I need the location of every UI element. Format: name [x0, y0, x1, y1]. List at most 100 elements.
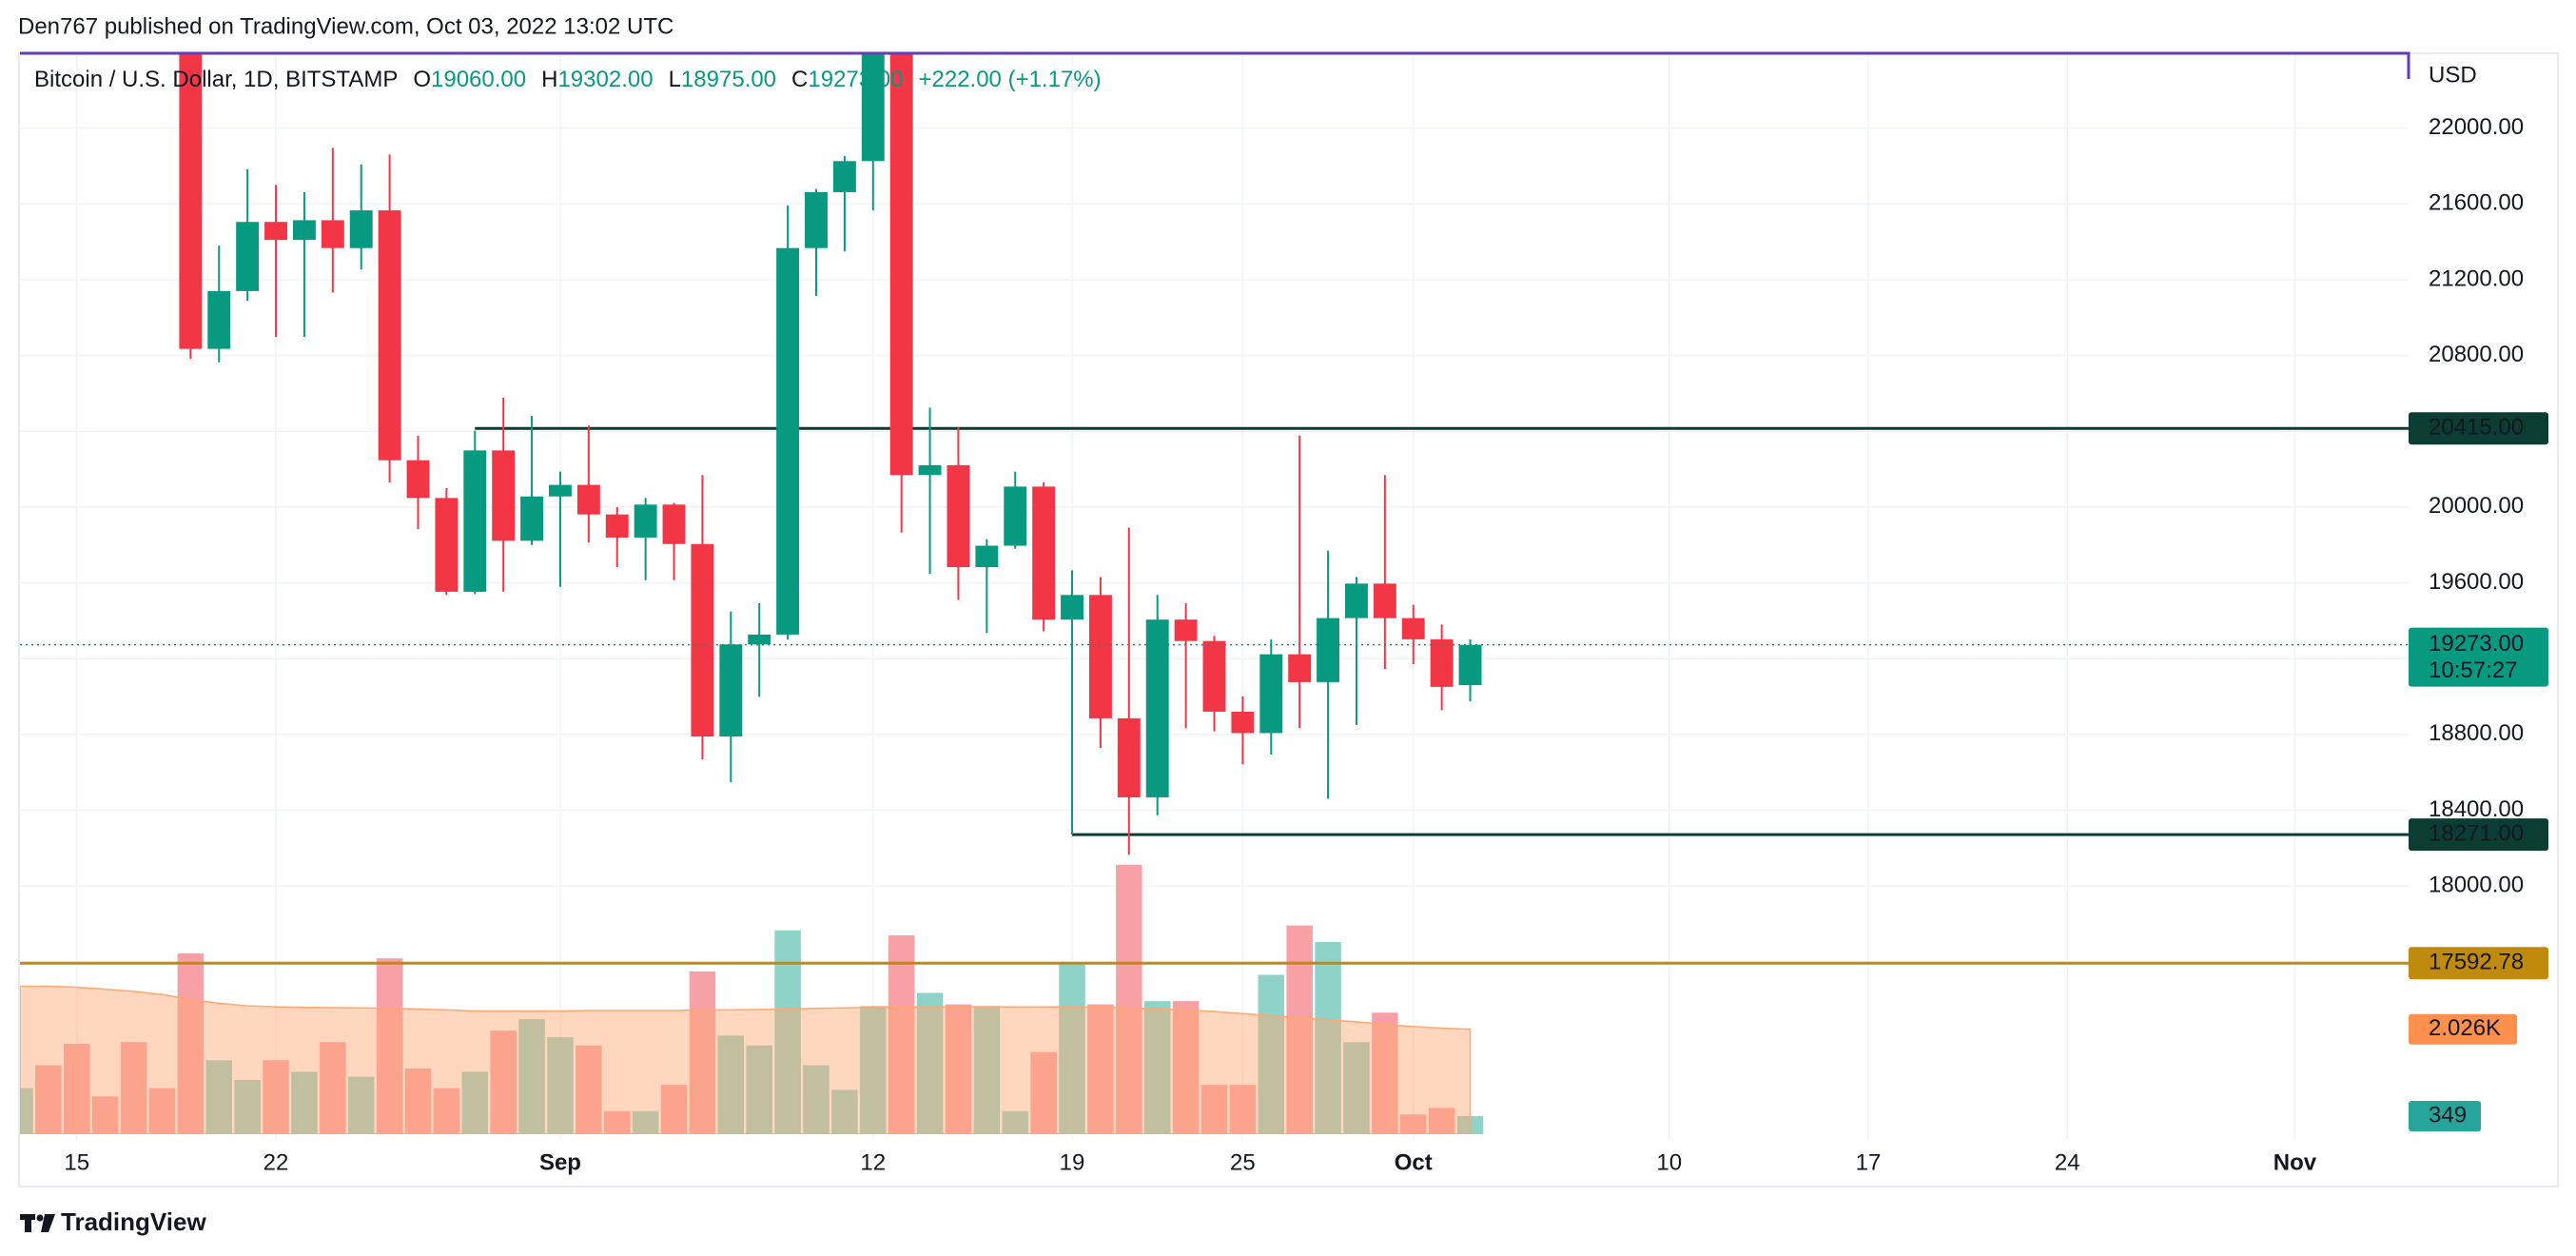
price-line-label: 20415.00 — [2429, 415, 2524, 441]
candle-body — [1088, 595, 1112, 718]
volume-bar — [660, 1085, 688, 1134]
candle-body — [1231, 711, 1255, 734]
candle-body — [975, 545, 999, 568]
legend: Bitcoin / U.S. Dollar, 1D, BITSTAMP O1906… — [34, 67, 1102, 92]
volume-ma-area — [20, 985, 1472, 1134]
volume-bar — [831, 1089, 858, 1134]
legend-key: H — [541, 67, 557, 92]
candle-body — [520, 496, 544, 541]
volume-bar — [1399, 1114, 1427, 1134]
x-tick-label: 15 — [64, 1149, 89, 1175]
candle-body — [1202, 640, 1226, 712]
volume-bar — [404, 1068, 432, 1134]
volume-bar — [1172, 1001, 1200, 1134]
price-line-box — [2409, 818, 2548, 852]
volume-bar — [1343, 1042, 1370, 1134]
candle-body — [549, 484, 572, 497]
volume-bar — [461, 1071, 489, 1134]
legend-key: O — [413, 67, 431, 92]
volume-bar — [1002, 1110, 1029, 1134]
y-tick-label: 18800.00 — [2429, 720, 2524, 746]
currency-label: USD — [2429, 62, 2477, 88]
volume-bar — [803, 1065, 829, 1134]
candle-body — [662, 504, 686, 544]
x-tick-label: 17 — [1856, 1149, 1882, 1175]
volume-label: 349 — [2429, 1102, 2467, 1128]
candle-body — [1430, 638, 1454, 687]
volume-bar — [1286, 925, 1313, 1134]
candle-body — [207, 290, 231, 349]
volume-bar — [1372, 1012, 1398, 1134]
x-tick-label: Oct — [1395, 1149, 1433, 1175]
candle-body — [1145, 619, 1169, 797]
x-tick-label: 12 — [860, 1149, 886, 1175]
legend-value: 19302.00 — [557, 67, 653, 92]
x-tick-label: 19 — [1060, 1149, 1085, 1175]
x-tick-label: 10 — [1656, 1149, 1682, 1175]
volume-bar — [888, 935, 915, 1134]
volume-bar — [1258, 974, 1285, 1134]
candle-body — [1117, 717, 1141, 797]
volume-bar — [205, 1060, 233, 1134]
volume-bar — [263, 1060, 289, 1134]
volume-bar — [291, 1071, 318, 1134]
legend-key: C — [791, 67, 808, 92]
y-tick-label: 19600.00 — [2429, 569, 2524, 595]
price-line-box — [2409, 947, 2548, 980]
candle-body — [832, 161, 856, 192]
volume-bar — [860, 1006, 887, 1134]
candle-body — [1032, 486, 1056, 620]
volume-bar — [64, 1043, 90, 1134]
volume-bar — [1116, 864, 1142, 1134]
volume-bar — [916, 992, 944, 1134]
candle-body — [236, 222, 260, 291]
volume-ma-label: 2.026K — [2429, 1015, 2501, 1041]
publish-header: Den767 published on TradingView.com, Oct… — [18, 13, 673, 39]
x-tick-label: Nov — [2274, 1149, 2317, 1175]
volume-bar — [1229, 1085, 1257, 1134]
volume-bar — [576, 1045, 602, 1134]
candle-body — [918, 464, 942, 476]
candle-body — [719, 644, 743, 737]
candle-body — [691, 543, 714, 737]
volume-bar — [347, 1076, 375, 1134]
candle-body — [378, 210, 401, 461]
candle-body — [435, 498, 459, 592]
candle-body — [946, 464, 970, 568]
volume-bar — [746, 1045, 772, 1134]
candle-body — [576, 484, 600, 515]
x-tick-label: 25 — [1230, 1149, 1256, 1175]
legend-layer: Bitcoin / U.S. Dollar, 1D, BITSTAMP O1906… — [34, 67, 1102, 92]
volume-bar — [490, 1030, 517, 1134]
price-line-box — [2409, 412, 2548, 445]
legend-value: 19273.00 — [808, 67, 903, 92]
candle-body — [861, 54, 885, 162]
y-tick-label: 21200.00 — [2429, 265, 2524, 291]
y-tick-label: 22000.00 — [2429, 114, 2524, 140]
volume-bar — [177, 952, 205, 1134]
last-price-label: 19273.00 — [2429, 631, 2524, 657]
volume-bar — [518, 1019, 545, 1134]
candle-body — [406, 460, 430, 499]
volume-bar — [35, 1065, 62, 1134]
volume-bar — [945, 1004, 972, 1134]
y-tick-label: 20000.00 — [2429, 493, 2524, 519]
x-tick-label: 22 — [263, 1149, 289, 1175]
volume-bar — [1087, 1004, 1114, 1134]
candle-body — [292, 220, 316, 241]
y-tick-label: 21600.00 — [2429, 190, 2524, 216]
axis: 18000.0018400.0018800.0019200.0019600.00… — [64, 114, 2548, 1175]
price-line-label: 18271.00 — [2429, 821, 2524, 847]
last-price-box — [2409, 627, 2548, 687]
candle-body — [634, 504, 657, 538]
candle-body — [889, 54, 913, 476]
volume-bar — [689, 971, 716, 1134]
legend-value: 18975.00 — [681, 67, 776, 92]
volume-bar — [120, 1042, 147, 1134]
candle-body — [1317, 618, 1340, 682]
x-tick-label: Sep — [539, 1149, 581, 1175]
candle-body — [1345, 583, 1368, 618]
volume-bar — [547, 1037, 574, 1134]
candle-body — [748, 634, 771, 645]
volume-bar — [603, 1110, 631, 1134]
